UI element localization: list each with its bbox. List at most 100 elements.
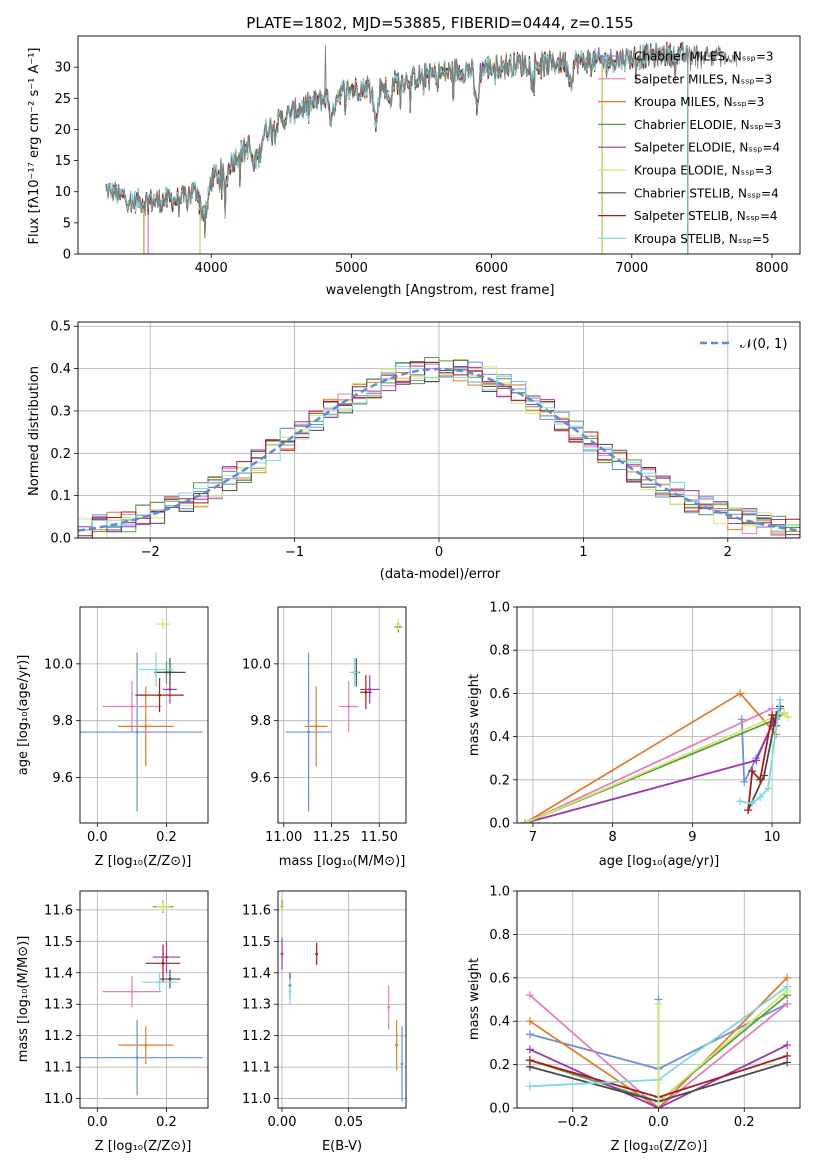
- data-point: [168, 670, 172, 674]
- x-tick-label: 11.50: [361, 830, 398, 845]
- spectrum-xlabel: wavelength [Angstrom, rest frame]: [326, 283, 555, 298]
- x-tick-label: 7000: [615, 261, 648, 276]
- x-tick-label: 0.2: [156, 1115, 177, 1130]
- y-tick-label: 9.8: [250, 714, 271, 729]
- data-spectrum-line: [105, 41, 738, 238]
- y-tick-label: 0.0: [489, 1102, 510, 1117]
- legend-label: Chabrier MILES, Nₛₛₚ=3: [634, 50, 774, 64]
- x-tick-label: 4000: [195, 261, 228, 276]
- y-tick-label: 0.3: [50, 404, 71, 419]
- residual-histogram: [78, 365, 800, 538]
- y-tick-label: 9.6: [250, 771, 271, 786]
- y-tick-label: 0.4: [50, 362, 71, 377]
- y-tick-label: 0.4: [489, 1015, 510, 1030]
- age-vs-mass-panel: 11.00 11.25 11.50 9.6 9.8 10.0: [242, 606, 407, 845]
- data-point: [315, 952, 319, 956]
- x-tick-label: 0.0: [87, 830, 108, 845]
- plus-marker: [756, 793, 765, 802]
- data-point: [396, 622, 400, 626]
- spectrum-panel: 4000 5000 6000 7000 8000 0 5 10 15 20 25 30: [54, 35, 801, 276]
- mass-ebv-xlabel: E(B-V): [322, 1139, 362, 1154]
- mass-weight-line: [529, 1044, 788, 1108]
- x-tick-label: 0: [435, 545, 443, 560]
- axes-frame: [516, 606, 801, 824]
- y-tick-label: 0.2: [50, 447, 71, 462]
- y-tick-label: 0: [63, 248, 71, 263]
- data-point: [161, 622, 165, 626]
- mass-z-xlabel: Z [log₁₀(Z/Z⊙)]: [95, 1139, 192, 1154]
- plot-area: [280, 900, 404, 1102]
- data-point: [135, 1056, 139, 1060]
- y-tick-label: 10: [54, 185, 71, 200]
- x-tick-label: −0.2: [557, 1115, 589, 1130]
- plus-marker: [525, 1030, 534, 1039]
- y-tick-label: 0.2: [489, 1058, 510, 1073]
- data-point: [161, 961, 165, 965]
- plot-area: [80, 900, 203, 1096]
- y-tick-label: 0.6: [489, 971, 510, 986]
- residuals-xlabel: (data-model)/error: [380, 567, 501, 582]
- axes-frame: [277, 606, 407, 824]
- plus-marker: [783, 999, 792, 1008]
- y-tick-label: 11.1: [242, 1061, 271, 1076]
- mass-weight-line: [524, 692, 777, 823]
- data-point: [130, 990, 134, 994]
- y-tick-label: 20: [54, 123, 71, 138]
- plus-marker: [525, 1082, 534, 1091]
- x-tick-label: 0.2: [734, 1115, 755, 1130]
- spectrum-legend: Chabrier MILES, Nₛₛₚ=3 Salpeter MILES, Nₛ…: [598, 50, 781, 246]
- y-tick-label: 1.0: [489, 885, 510, 900]
- legend-label: Salpeter STELIB, Nₛₛₚ=4: [634, 209, 778, 223]
- data-point: [135, 730, 139, 734]
- data-point: [280, 908, 284, 912]
- data-point: [158, 693, 161, 697]
- data-point: [368, 688, 372, 691]
- legend-label: Kroupa MILES, Nₛₛₚ=3: [634, 95, 764, 109]
- data-point: [144, 1043, 148, 1047]
- y-tick-label: 11.1: [44, 1061, 73, 1076]
- grid: [278, 607, 406, 823]
- y-tick-label: 1.0: [489, 601, 510, 616]
- plus-marker: [520, 819, 529, 823]
- age-mass-xlabel: mass [log₁₀(M/M⊙)]: [279, 854, 406, 869]
- plus-marker: [740, 777, 749, 786]
- plot-area: [78, 357, 800, 538]
- plot-area: [285, 618, 403, 812]
- plus-marker: [784, 713, 793, 722]
- plus-marker: [780, 708, 789, 717]
- y-tick-label: 11.0: [242, 1092, 271, 1107]
- plus-marker: [525, 991, 534, 1000]
- y-tick-label: 11.4: [242, 966, 271, 981]
- x-tick-label: 8: [609, 830, 617, 845]
- residuals-ylabel: Normed distribution: [27, 366, 42, 496]
- grid: [278, 891, 406, 1108]
- y-tick-label: 30: [54, 61, 71, 76]
- data-point: [154, 668, 158, 671]
- x-tick-label: 11.00: [265, 830, 302, 845]
- mass-weight-line: [524, 707, 773, 823]
- axes-frame: [79, 606, 209, 824]
- plus-marker: [756, 775, 765, 784]
- plus-marker: [736, 797, 745, 806]
- data-point: [364, 690, 368, 694]
- y-tick-label: 15: [54, 154, 71, 169]
- plus-marker: [654, 999, 663, 1008]
- mass-weight-line: [529, 994, 788, 1108]
- axes-frame: [77, 35, 801, 255]
- y-tick-label: 11.3: [44, 998, 73, 1013]
- data-point: [314, 724, 318, 728]
- mass-weight-vs-metallicity-panel: −0.2 0.0 0.2 0.0 0.2 0.4 0.6 0.8 1.0: [489, 885, 801, 1130]
- x-tick-label: 0.0: [87, 1115, 108, 1130]
- plus-marker: [783, 1051, 792, 1060]
- plus-marker: [525, 1045, 534, 1054]
- mass-vs-metallicity-panel: 0.0 0.2 11.0 11.1 11.2 11.3 11.4 11.5 11.6: [44, 890, 209, 1130]
- y-tick-label: 11.2: [44, 1029, 73, 1044]
- y-tick-label: 0.8: [489, 644, 510, 659]
- legend-label: Kroupa ELODIE, Nₛₛₚ=3: [634, 164, 772, 178]
- x-tick-label: 5000: [335, 261, 368, 276]
- mw-z-xlabel: Z [log₁₀(Z/Z⊙)]: [611, 1139, 708, 1154]
- x-tick-label: 0.2: [156, 830, 177, 845]
- data-point: [144, 724, 148, 728]
- y-tick-label: 0.8: [489, 928, 510, 943]
- data-point: [395, 1043, 399, 1047]
